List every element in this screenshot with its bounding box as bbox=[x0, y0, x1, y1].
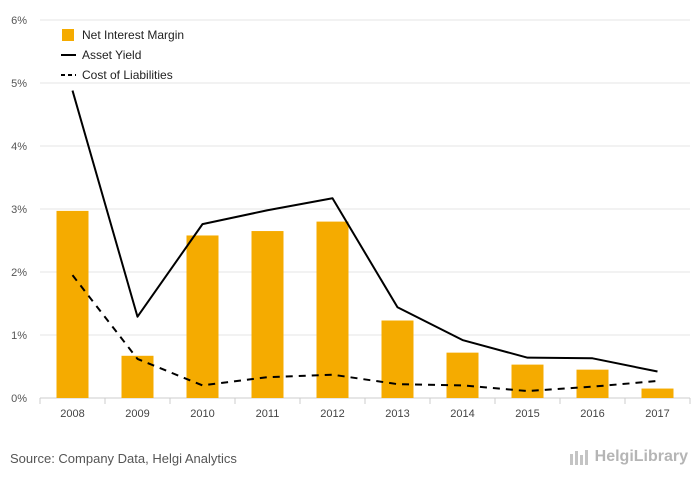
x-tick-label: 2011 bbox=[256, 408, 280, 420]
combo-chart: 0% 1% 2% 3% 4% 5% 6% 2008 2009 2010 2011 2012 2013 20… bbox=[11, 15, 691, 420]
bar-net-interest-margin bbox=[251, 231, 284, 398]
y-tick-label: 2% bbox=[11, 267, 27, 279]
bar-net-interest-margin bbox=[56, 210, 89, 398]
logo-text: HelgiLibrary bbox=[594, 448, 688, 465]
bar-net-interest-margin bbox=[186, 235, 219, 398]
y-tick-label: 1% bbox=[11, 330, 27, 342]
y-tick-label: 4% bbox=[11, 141, 27, 153]
bar-net-interest-margin bbox=[576, 369, 609, 398]
x-tick-label: 2013 bbox=[385, 408, 409, 420]
x-tick-label: 2016 bbox=[580, 408, 604, 420]
y-tick-label: 3% bbox=[11, 204, 27, 216]
y-tick-label: 0% bbox=[11, 393, 27, 405]
legend-swatch-bar bbox=[62, 29, 74, 41]
x-tick-label: 2012 bbox=[320, 408, 344, 420]
bar-net-interest-margin bbox=[121, 355, 154, 398]
line-cost-of-liabilities bbox=[71, 274, 658, 393]
legend-label: Net Interest Margin bbox=[82, 28, 184, 42]
bar-net-interest-margin bbox=[511, 364, 544, 398]
x-tick-label: 2008 bbox=[60, 408, 84, 420]
y-tick-label: 5% bbox=[11, 78, 27, 90]
y-tick-label: 6% bbox=[11, 15, 27, 27]
bar-net-interest-margin bbox=[381, 320, 414, 398]
bar-net-interest-margin bbox=[446, 352, 479, 398]
legend-label: Asset Yield bbox=[82, 48, 141, 62]
library-icon bbox=[569, 450, 588, 465]
x-tick-label: 2017 bbox=[645, 408, 669, 420]
x-tick-label: 2010 bbox=[190, 408, 214, 420]
source-note: Source: Company Data, Helgi Analytics bbox=[10, 451, 237, 466]
bar-net-interest-margin bbox=[641, 388, 674, 398]
x-tick-label: 2015 bbox=[515, 408, 539, 420]
line-asset-yield bbox=[71, 90, 658, 373]
x-tick-label: 2014 bbox=[450, 408, 474, 420]
x-tick-label: 2009 bbox=[125, 408, 149, 420]
legend-label: Cost of Liabilities bbox=[82, 68, 173, 82]
helgi-library-logo[interactable]: HelgiLibrary bbox=[569, 448, 688, 466]
bar-net-interest-margin bbox=[316, 221, 349, 398]
